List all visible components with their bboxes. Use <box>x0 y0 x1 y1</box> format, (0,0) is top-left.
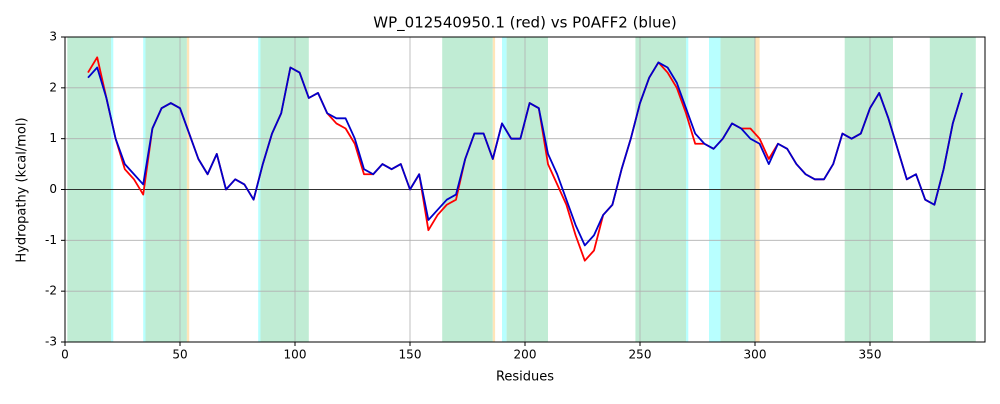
x-tick-label: 0 <box>61 348 69 362</box>
x-tick-label: 250 <box>629 348 652 362</box>
x-tick-label: 50 <box>172 348 187 362</box>
y-tick-label: 2 <box>49 80 57 94</box>
x-axis-label: Residues <box>496 370 554 385</box>
y-tick-label: 1 <box>49 131 57 145</box>
chart-title: WP_012540950.1 (red) vs P0AFF2 (blue) <box>373 14 676 33</box>
x-tick-label: 300 <box>744 348 767 362</box>
series-line <box>87 61 963 247</box>
y-tick-label: -2 <box>45 284 57 298</box>
y-tick-label: 3 <box>49 30 57 44</box>
x-tick-label: 150 <box>399 348 422 362</box>
x-tick-label: 100 <box>284 348 307 362</box>
plot-frame <box>64 36 986 343</box>
y-tick-label: 0 <box>49 182 57 196</box>
y-tick-label: -1 <box>45 233 57 247</box>
x-tick-label: 350 <box>859 348 882 362</box>
y-tick-label: -3 <box>45 335 57 349</box>
y-axis-label: Hydropathy (kcal/mol) <box>15 117 30 262</box>
x-tick-label: 200 <box>514 348 537 362</box>
